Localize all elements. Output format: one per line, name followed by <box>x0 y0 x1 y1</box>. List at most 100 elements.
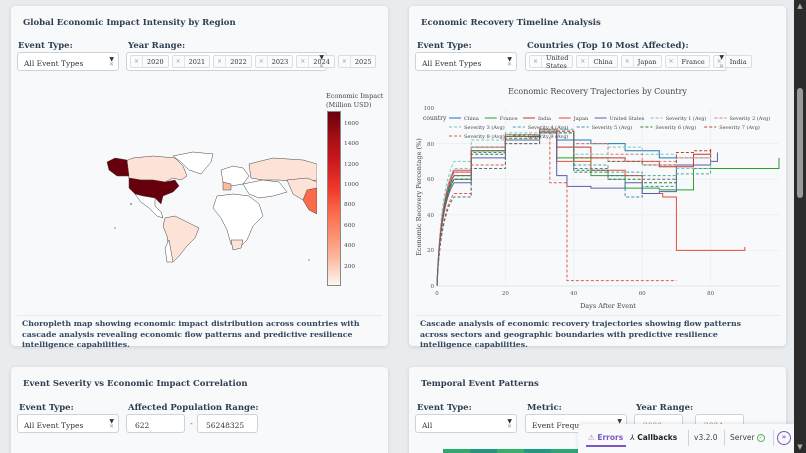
svg-text:Severity 6 (Avg): Severity 6 (Avg) <box>655 124 696 131</box>
expand-toggle-button[interactable]: » <box>777 431 791 445</box>
series-line[interactable] <box>436 130 712 287</box>
event-type-label: Event Type: <box>417 41 472 51</box>
year-tag: × 2024 <box>296 55 335 68</box>
event-type-value: All Event Types <box>24 421 84 430</box>
event-type-label: Event Type: <box>18 41 73 51</box>
legend-item[interactable]: United States <box>594 116 645 122</box>
scroll-up-arrow-icon[interactable]: ▲ <box>797 2 803 10</box>
legend-item[interactable]: India <box>523 116 551 122</box>
clear-icon[interactable]: ✕ <box>108 61 114 68</box>
event-type-dropdown[interactable]: All Event Types ▼ ✕ <box>17 52 119 71</box>
series-line[interactable] <box>436 132 718 287</box>
series-line[interactable] <box>436 132 677 287</box>
svg-text:40: 40 <box>427 213 434 219</box>
page-scrollbar[interactable]: ▲ ▼ <box>794 0 806 453</box>
population-min-input[interactable]: 622 <box>126 414 185 433</box>
legend-item[interactable]: Severity 4 (Avg) <box>512 124 569 131</box>
svg-text:80: 80 <box>427 142 434 148</box>
dropdown-arrow-icon[interactable]: ▼ <box>507 56 512 63</box>
remove-tag-icon[interactable]: × <box>297 56 310 67</box>
svg-text:Japan: Japan <box>573 116 589 122</box>
svg-text:0: 0 <box>431 284 435 290</box>
remove-tag-icon[interactable]: × <box>339 56 351 67</box>
clear-icon[interactable]: ✕ <box>718 63 724 70</box>
legend-item[interactable]: Severity 8 (Avg) <box>449 133 505 140</box>
remove-tag-icon[interactable]: × <box>530 56 543 67</box>
separator <box>724 430 725 446</box>
country-tag: × France <box>664 55 710 68</box>
x-axis-ticks: 0 20 40 60 80 <box>435 291 714 297</box>
year-range-multiselect[interactable]: × 2020 × 2021 × 2022 × 2023 × 2024 × 2025 ▼ ✕ <box>126 52 377 71</box>
country-tag: × Japan <box>620 55 662 68</box>
clear-icon[interactable]: ✕ <box>506 61 512 68</box>
clear-icon[interactable]: ✕ <box>108 423 114 430</box>
remove-tag-icon[interactable]: × <box>173 56 185 67</box>
legend-item[interactable]: China <box>449 116 479 122</box>
remove-tag-icon[interactable]: × <box>214 56 227 67</box>
svg-text:Severity 4 (Avg): Severity 4 (Avg) <box>528 124 569 131</box>
svg-text:France: France <box>500 116 518 122</box>
callbacks-tab[interactable]: ⅄ Callbacks <box>630 433 678 442</box>
event-type-dropdown[interactable]: All Event Types ▼ ✕ <box>17 414 119 433</box>
dev-tools-bar: ⚠ Errors ⅄ Callbacks v3.2.0 Server ✓ » <box>578 424 794 453</box>
svg-text:0: 0 <box>435 291 439 297</box>
svg-text:India: India <box>538 116 551 122</box>
event-type-label: Event Type: <box>19 403 74 413</box>
map-description: Choropleth map showing economic impact d… <box>22 319 360 349</box>
separator <box>773 430 774 446</box>
remove-tag-icon[interactable]: × <box>714 56 726 67</box>
clear-icon[interactable]: ✕ <box>318 63 324 70</box>
countries-multiselect[interactable]: × United States × China × Japan × France × In… <box>525 52 752 71</box>
svg-text:80: 80 <box>707 291 714 297</box>
legend-title: country <box>423 115 447 122</box>
event-type-value: All Event Types <box>24 59 84 68</box>
series-line[interactable] <box>436 128 712 287</box>
legend-item[interactable]: Severity 1 (Avg) <box>650 115 707 122</box>
scroll-down-arrow-icon[interactable]: ▼ <box>797 443 803 451</box>
svg-text:Severity 7 (Avg): Severity 7 (Avg) <box>719 124 760 131</box>
scroll-thumb[interactable] <box>797 88 803 198</box>
dropdown-arrow-icon[interactable]: ▼ <box>617 418 622 425</box>
dropdown-arrow-icon[interactable]: ▼ <box>507 418 512 425</box>
svg-text:United States: United States <box>610 116 645 122</box>
x-axis-label: Days After Event <box>580 302 636 310</box>
clear-icon[interactable]: ✕ <box>506 423 512 430</box>
svg-text:60: 60 <box>639 291 646 297</box>
errors-tab[interactable]: ⚠ Errors <box>588 433 624 442</box>
event-type-dropdown[interactable]: All ▼ ✕ <box>415 414 517 433</box>
y-axis-ticks: 0 20 40 60 80 100 <box>424 106 435 290</box>
dropdown-arrow-icon[interactable]: ▼ <box>319 54 324 61</box>
remove-tag-icon[interactable]: × <box>256 56 268 67</box>
legend-item[interactable]: Severity 3 (Avg) <box>449 124 505 131</box>
dropdown-arrow-icon[interactable]: ▼ <box>109 418 114 425</box>
callbacks-icon: ⅄ <box>630 433 635 442</box>
remove-tag-icon[interactable]: × <box>577 56 590 67</box>
remove-tag-icon[interactable]: × <box>666 56 678 67</box>
dropdown-arrow-icon[interactable]: ▼ <box>719 54 724 61</box>
heatmap-preview <box>443 449 578 453</box>
svg-text:40: 40 <box>570 291 577 297</box>
year-range-label: Year Range: <box>128 41 186 51</box>
population-max-input[interactable]: 56248325 <box>197 414 258 433</box>
server-status: Server ✓ <box>730 433 765 442</box>
svg-text:20: 20 <box>427 248 434 254</box>
legend-item[interactable]: Severity 6 (Avg) <box>640 124 696 131</box>
year-tag: × 2025 <box>337 55 377 68</box>
legend-item[interactable]: Severity 2 (Avg) <box>714 115 771 122</box>
svg-text:China: China <box>464 116 479 122</box>
severity-card: Event Severity vs Economic Impact Correl… <box>11 367 388 453</box>
recovery-description: Cascade analysis of economic recovery tr… <box>420 319 741 349</box>
year-range-label: Year Range: <box>636 403 694 413</box>
choropleth-map[interactable] <box>103 140 317 268</box>
legend-item[interactable]: Japan <box>558 116 589 122</box>
recovery-line-chart[interactable]: 0 20 40 60 80 100 0 20 40 60 80 Days Aft… <box>409 100 786 312</box>
legend-item[interactable]: France <box>484 116 518 122</box>
country-tag: × India <box>712 55 752 68</box>
legend-item[interactable]: Severity 5 (Avg) <box>576 124 633 131</box>
legend-item[interactable]: Severity 7 (Avg) <box>704 124 760 131</box>
remove-tag-icon[interactable]: × <box>131 56 144 67</box>
dropdown-arrow-icon[interactable]: ▼ <box>109 56 114 63</box>
remove-tag-icon[interactable]: × <box>622 56 634 67</box>
svg-text:100: 100 <box>424 106 435 112</box>
event-type-dropdown[interactable]: All Event Types ▼ ✕ <box>415 52 517 71</box>
